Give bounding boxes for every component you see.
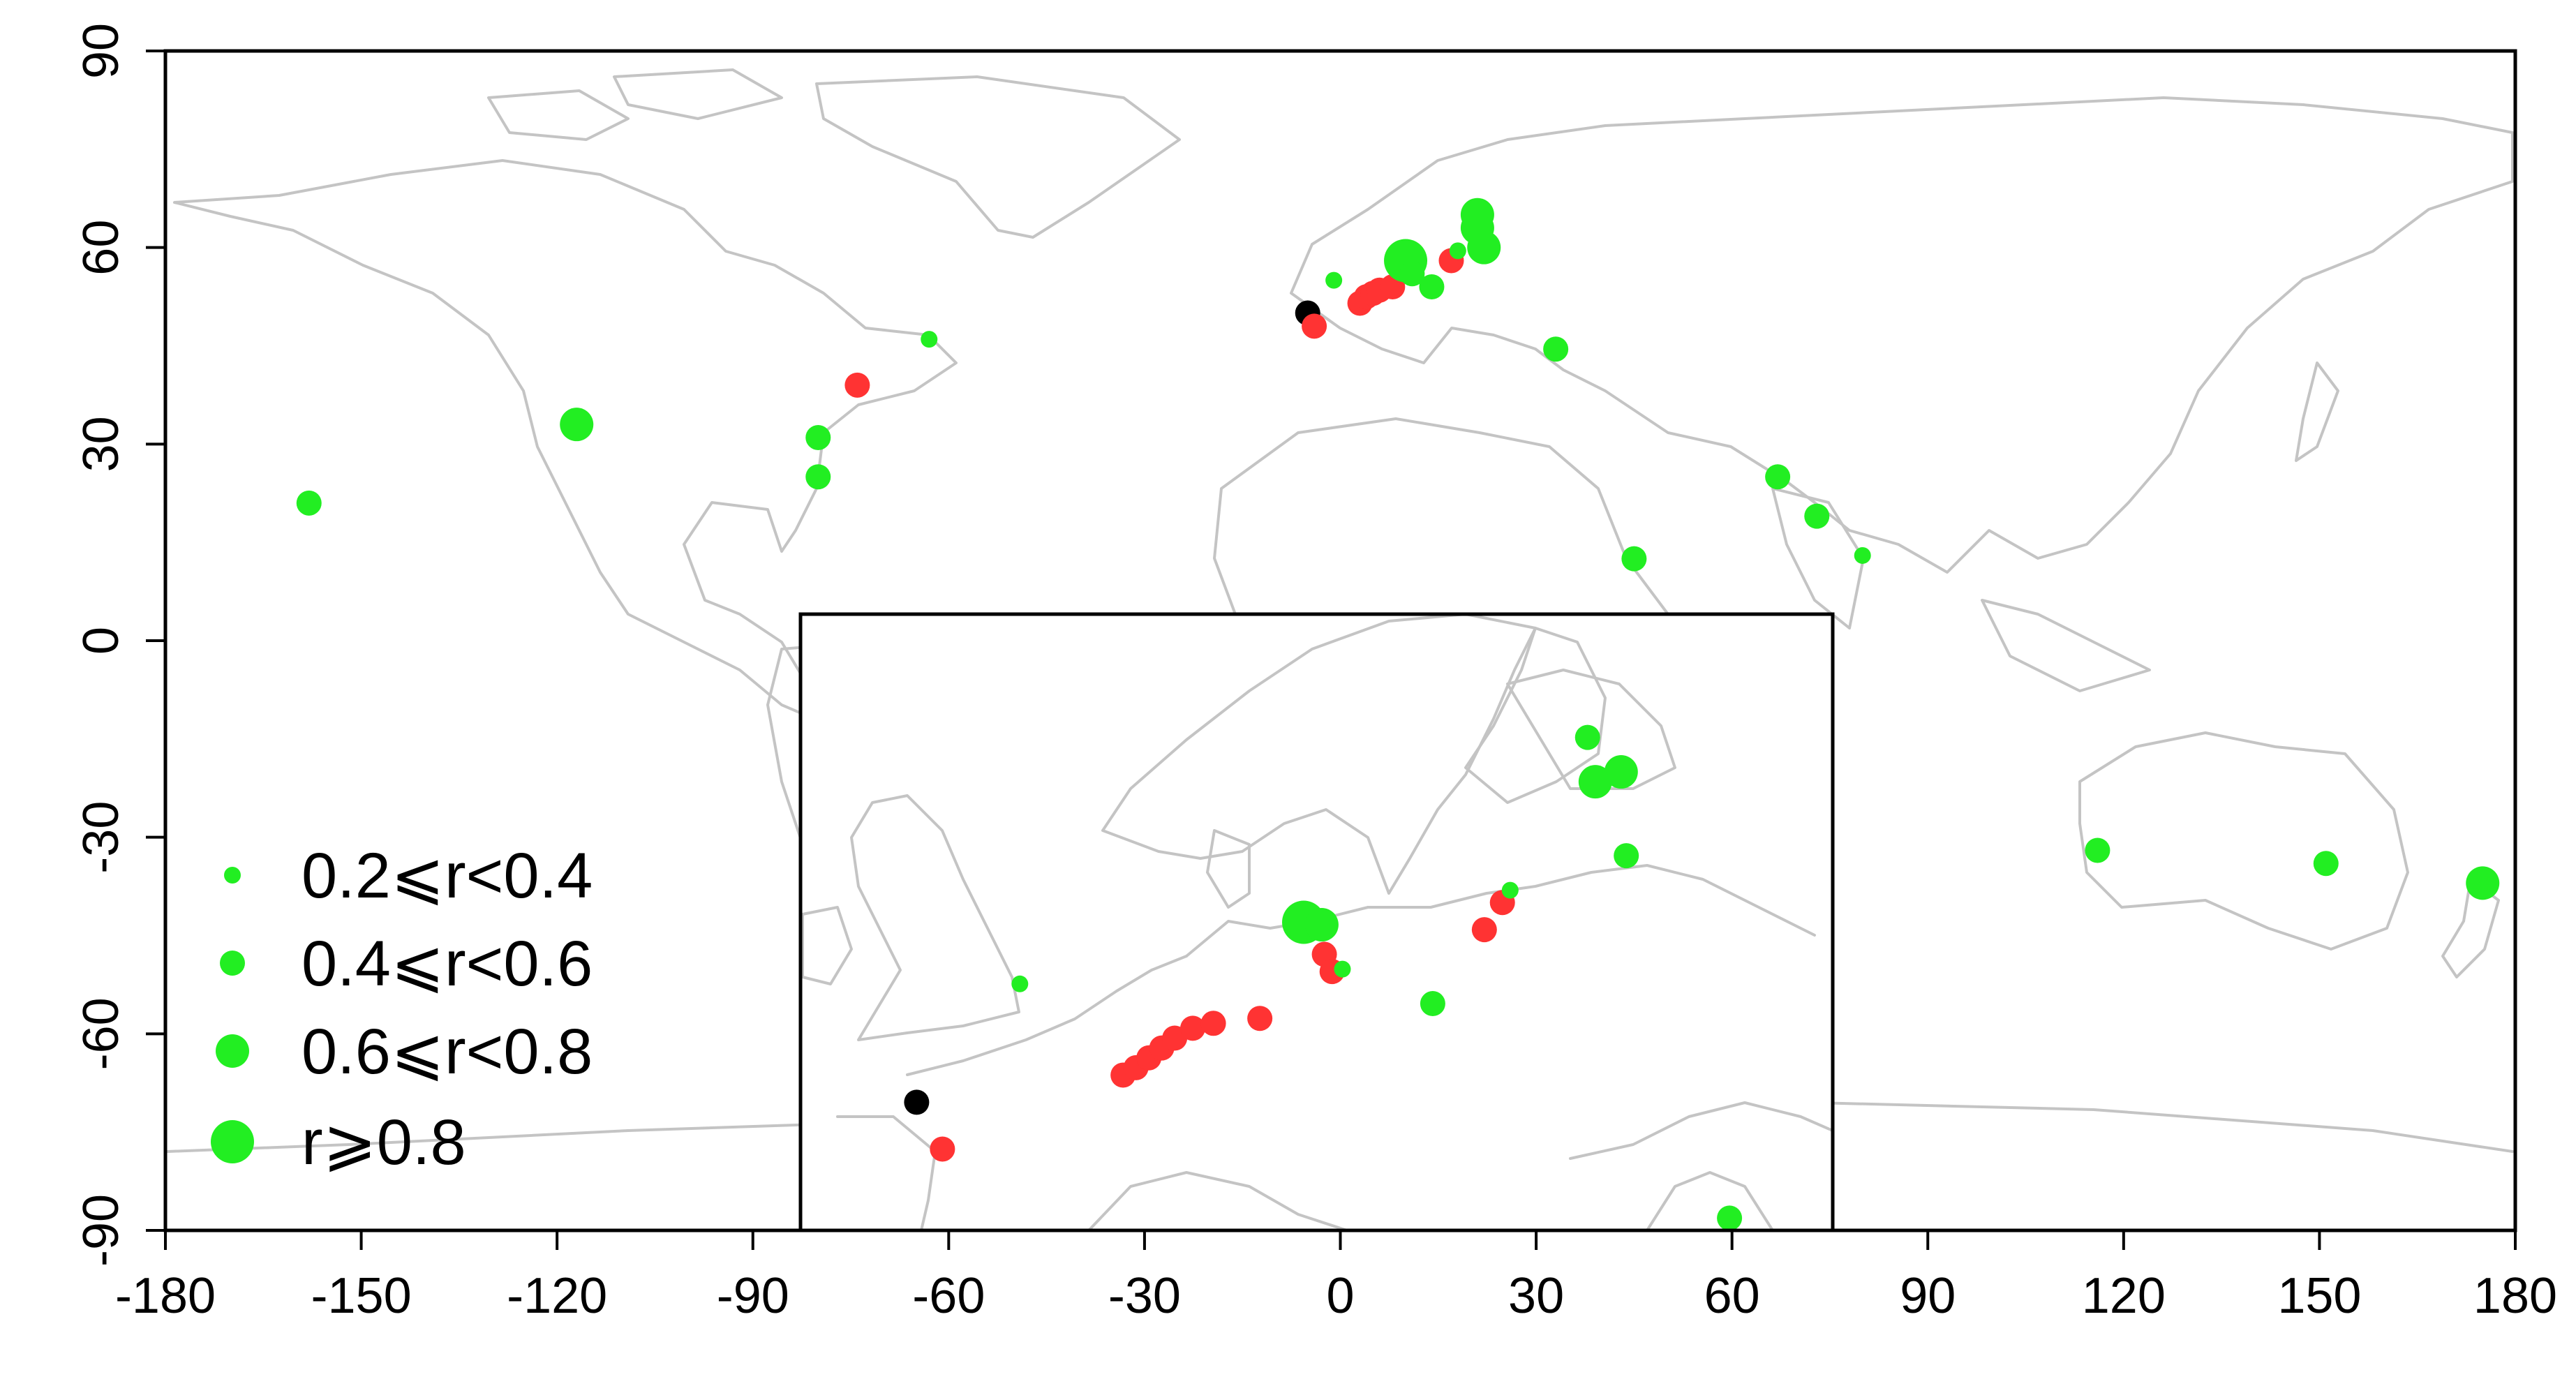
x-tick-label: -60: [912, 1268, 985, 1324]
inset-map-point: [1334, 960, 1351, 978]
y-tick-label: 30: [73, 416, 129, 472]
inset-map-point: [1200, 1011, 1226, 1036]
map-point: [1399, 261, 1425, 287]
map-point: [2085, 837, 2110, 863]
inset-map-point: [1180, 1015, 1206, 1041]
inset-frame: [798, 612, 1835, 1232]
map-point: [1621, 546, 1647, 572]
x-tick-label: -150: [311, 1268, 412, 1324]
map-point: [1302, 313, 1327, 339]
y-tick-label: -30: [73, 801, 129, 874]
legend-marker-1: [224, 867, 241, 884]
inset-map-point: [1717, 1205, 1743, 1230]
legend-item: r⩾0.8: [211, 1107, 466, 1178]
inset-map-point: [1420, 991, 1445, 1017]
inset-map-point: [1614, 843, 1639, 869]
legend-marker-4: [211, 1120, 254, 1163]
legend-item: 0.4⩽r<0.6: [220, 928, 593, 999]
x-tick-label: 0: [1326, 1268, 1354, 1324]
inset-map-point: [1011, 975, 1029, 992]
x-tick-label: 120: [2082, 1268, 2166, 1324]
map-point: [2313, 851, 2339, 877]
x-tick-label: 60: [1704, 1268, 1760, 1324]
y-tick-label: 60: [73, 220, 129, 276]
inset-map-point: [1578, 765, 1612, 799]
map-point: [1854, 546, 1871, 564]
legend-item: 0.2⩽r<0.4: [224, 840, 593, 911]
y-axis: -90 -60 -30 0 30 60 90: [73, 23, 165, 1267]
map-point: [1543, 336, 1569, 362]
y-tick-label: 90: [73, 23, 129, 79]
map-point: [1449, 242, 1466, 260]
map-point: [560, 408, 594, 442]
inset-map-point: [1304, 908, 1339, 942]
inset-map: [798, 612, 1835, 1232]
x-tick-label: -90: [717, 1268, 789, 1324]
map-point: [844, 372, 870, 398]
map-point: [805, 464, 831, 490]
map-point: [2466, 866, 2500, 900]
map-point: [921, 331, 938, 348]
map-point: [1467, 230, 1501, 265]
map-point: [1765, 464, 1791, 490]
inset-coastlines: [801, 614, 1833, 1230]
map-point: [296, 490, 322, 516]
inset-map-point: [1574, 724, 1600, 750]
legend: 0.2⩽r<0.4 0.4⩽r<0.6 0.6⩽r<0.8 r⩾0.8: [211, 840, 593, 1178]
x-tick-label: 30: [1508, 1268, 1564, 1324]
inset-map-point: [930, 1136, 955, 1162]
inset-map-point: [1501, 881, 1519, 899]
inset-points: [904, 724, 1743, 1230]
y-tick-label: 0: [73, 627, 129, 655]
y-tick-label: -90: [73, 1194, 129, 1267]
x-tick-label: -180: [115, 1268, 216, 1324]
map-point: [805, 424, 831, 450]
inset-map-point: [1247, 1006, 1273, 1031]
main-map-points: [296, 198, 2500, 900]
legend-label-1: 0.2⩽r<0.4: [301, 840, 593, 911]
x-tick-label: 90: [1900, 1268, 1956, 1324]
legend-marker-2: [220, 951, 245, 976]
legend-label-3: 0.6⩽r<0.8: [301, 1016, 593, 1087]
map-point: [1419, 274, 1445, 299]
x-tick-label: -120: [507, 1268, 607, 1324]
legend-label-2: 0.4⩽r<0.6: [301, 928, 593, 999]
legend-label-4: r⩾0.8: [301, 1107, 466, 1178]
x-axis: -180 -150 -120 -90 -60 -30 0 30 60 90 120 150 180: [115, 1230, 2557, 1324]
x-tick-label: 180: [2473, 1268, 2557, 1324]
map-point: [1804, 503, 1830, 529]
legend-item: 0.6⩽r<0.8: [216, 1016, 593, 1087]
inset-map-point: [1604, 755, 1638, 789]
inset-map-point: [904, 1089, 930, 1115]
map-point: [1325, 271, 1343, 289]
inset-map-point: [1471, 917, 1497, 943]
x-tick-label: -30: [1108, 1268, 1181, 1324]
x-tick-label: 150: [2277, 1268, 2361, 1324]
legend-marker-3: [216, 1034, 249, 1068]
y-tick-label: -60: [73, 997, 129, 1070]
